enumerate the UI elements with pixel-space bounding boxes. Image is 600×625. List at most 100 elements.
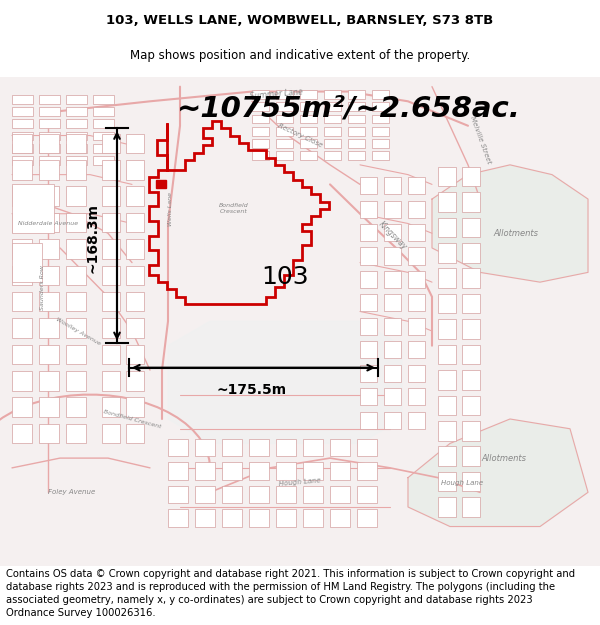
Text: Allotments: Allotments <box>493 229 539 238</box>
Bar <box>66 144 87 152</box>
Bar <box>66 424 86 444</box>
Bar <box>384 177 401 194</box>
Bar <box>12 239 32 259</box>
Bar <box>102 345 120 364</box>
Text: Hough Lane: Hough Lane <box>441 479 483 486</box>
Text: Nidderdale Avenue: Nidderdale Avenue <box>18 221 78 226</box>
Bar <box>156 181 166 188</box>
Bar <box>39 160 59 179</box>
Bar <box>360 365 377 382</box>
Bar <box>324 102 341 111</box>
Bar <box>360 341 377 358</box>
Bar <box>438 498 456 517</box>
Bar <box>168 462 188 479</box>
Polygon shape <box>12 184 54 233</box>
Bar <box>39 132 60 141</box>
Bar <box>408 177 425 194</box>
Bar <box>303 462 323 479</box>
Bar <box>372 114 389 123</box>
Bar <box>222 509 242 526</box>
Bar <box>126 186 144 206</box>
Bar <box>408 412 425 429</box>
Bar <box>195 486 215 503</box>
Bar <box>276 509 296 526</box>
Bar <box>39 266 59 285</box>
Text: ~168.3m: ~168.3m <box>86 203 100 273</box>
Bar <box>300 151 317 160</box>
Bar <box>252 114 269 123</box>
Bar <box>360 412 377 429</box>
Bar <box>126 213 144 232</box>
Bar <box>276 462 296 479</box>
Text: Bondfield Crescent: Bondfield Crescent <box>103 409 161 429</box>
Bar <box>39 134 59 153</box>
Bar <box>360 318 377 335</box>
Bar <box>438 345 456 364</box>
Text: Contains OS data © Crown copyright and database right 2021. This information is : Contains OS data © Crown copyright and d… <box>6 569 575 618</box>
Bar <box>66 156 87 165</box>
Bar <box>276 486 296 503</box>
Bar <box>102 160 120 179</box>
Bar <box>66 107 87 116</box>
Bar <box>276 127 293 136</box>
Text: ~10755m²/~2.658ac.: ~10755m²/~2.658ac. <box>177 94 521 122</box>
Bar <box>384 201 401 217</box>
Bar <box>372 90 389 99</box>
Polygon shape <box>168 321 402 444</box>
Bar <box>66 134 86 153</box>
Bar <box>126 160 144 179</box>
Bar <box>12 156 33 165</box>
Bar <box>126 266 144 285</box>
Bar <box>222 462 242 479</box>
Bar <box>12 134 32 153</box>
Bar <box>360 177 377 194</box>
Bar <box>408 294 425 311</box>
Bar <box>276 439 296 456</box>
Bar <box>249 439 269 456</box>
Bar <box>384 271 401 288</box>
Bar <box>12 186 32 206</box>
Bar <box>462 243 480 262</box>
Bar <box>462 269 480 288</box>
Bar <box>408 341 425 358</box>
Bar <box>372 151 389 160</box>
Text: Woolley Avenue: Woolley Avenue <box>55 316 101 346</box>
Bar <box>300 114 317 123</box>
Bar <box>39 345 59 364</box>
Bar <box>324 90 341 99</box>
Text: Allotments: Allotments <box>482 454 527 462</box>
Bar <box>330 509 350 526</box>
Bar <box>462 319 480 339</box>
Bar <box>276 139 293 148</box>
Bar <box>462 498 480 517</box>
Bar <box>93 132 114 141</box>
Text: Wells Lane: Wells Lane <box>169 192 173 226</box>
Bar <box>249 486 269 503</box>
Bar <box>462 294 480 313</box>
Bar <box>168 509 188 526</box>
Bar <box>66 132 87 141</box>
Bar <box>126 239 144 259</box>
Bar <box>93 95 114 104</box>
Bar <box>300 90 317 99</box>
Bar <box>102 186 120 206</box>
Text: Melville Street: Melville Street <box>469 116 491 165</box>
Bar <box>348 139 365 148</box>
Bar <box>357 509 377 526</box>
Bar <box>39 119 60 128</box>
Bar <box>102 213 120 232</box>
Bar <box>372 127 389 136</box>
Bar <box>12 345 32 364</box>
Bar <box>357 439 377 456</box>
Bar <box>372 139 389 148</box>
Text: Kingsway: Kingsway <box>377 220 409 252</box>
Bar <box>360 271 377 288</box>
Bar <box>324 139 341 148</box>
Bar <box>102 371 120 391</box>
Bar <box>303 509 323 526</box>
Bar <box>360 224 377 241</box>
Bar <box>66 119 87 128</box>
Bar <box>324 151 341 160</box>
Bar <box>12 107 33 116</box>
Bar <box>303 486 323 503</box>
